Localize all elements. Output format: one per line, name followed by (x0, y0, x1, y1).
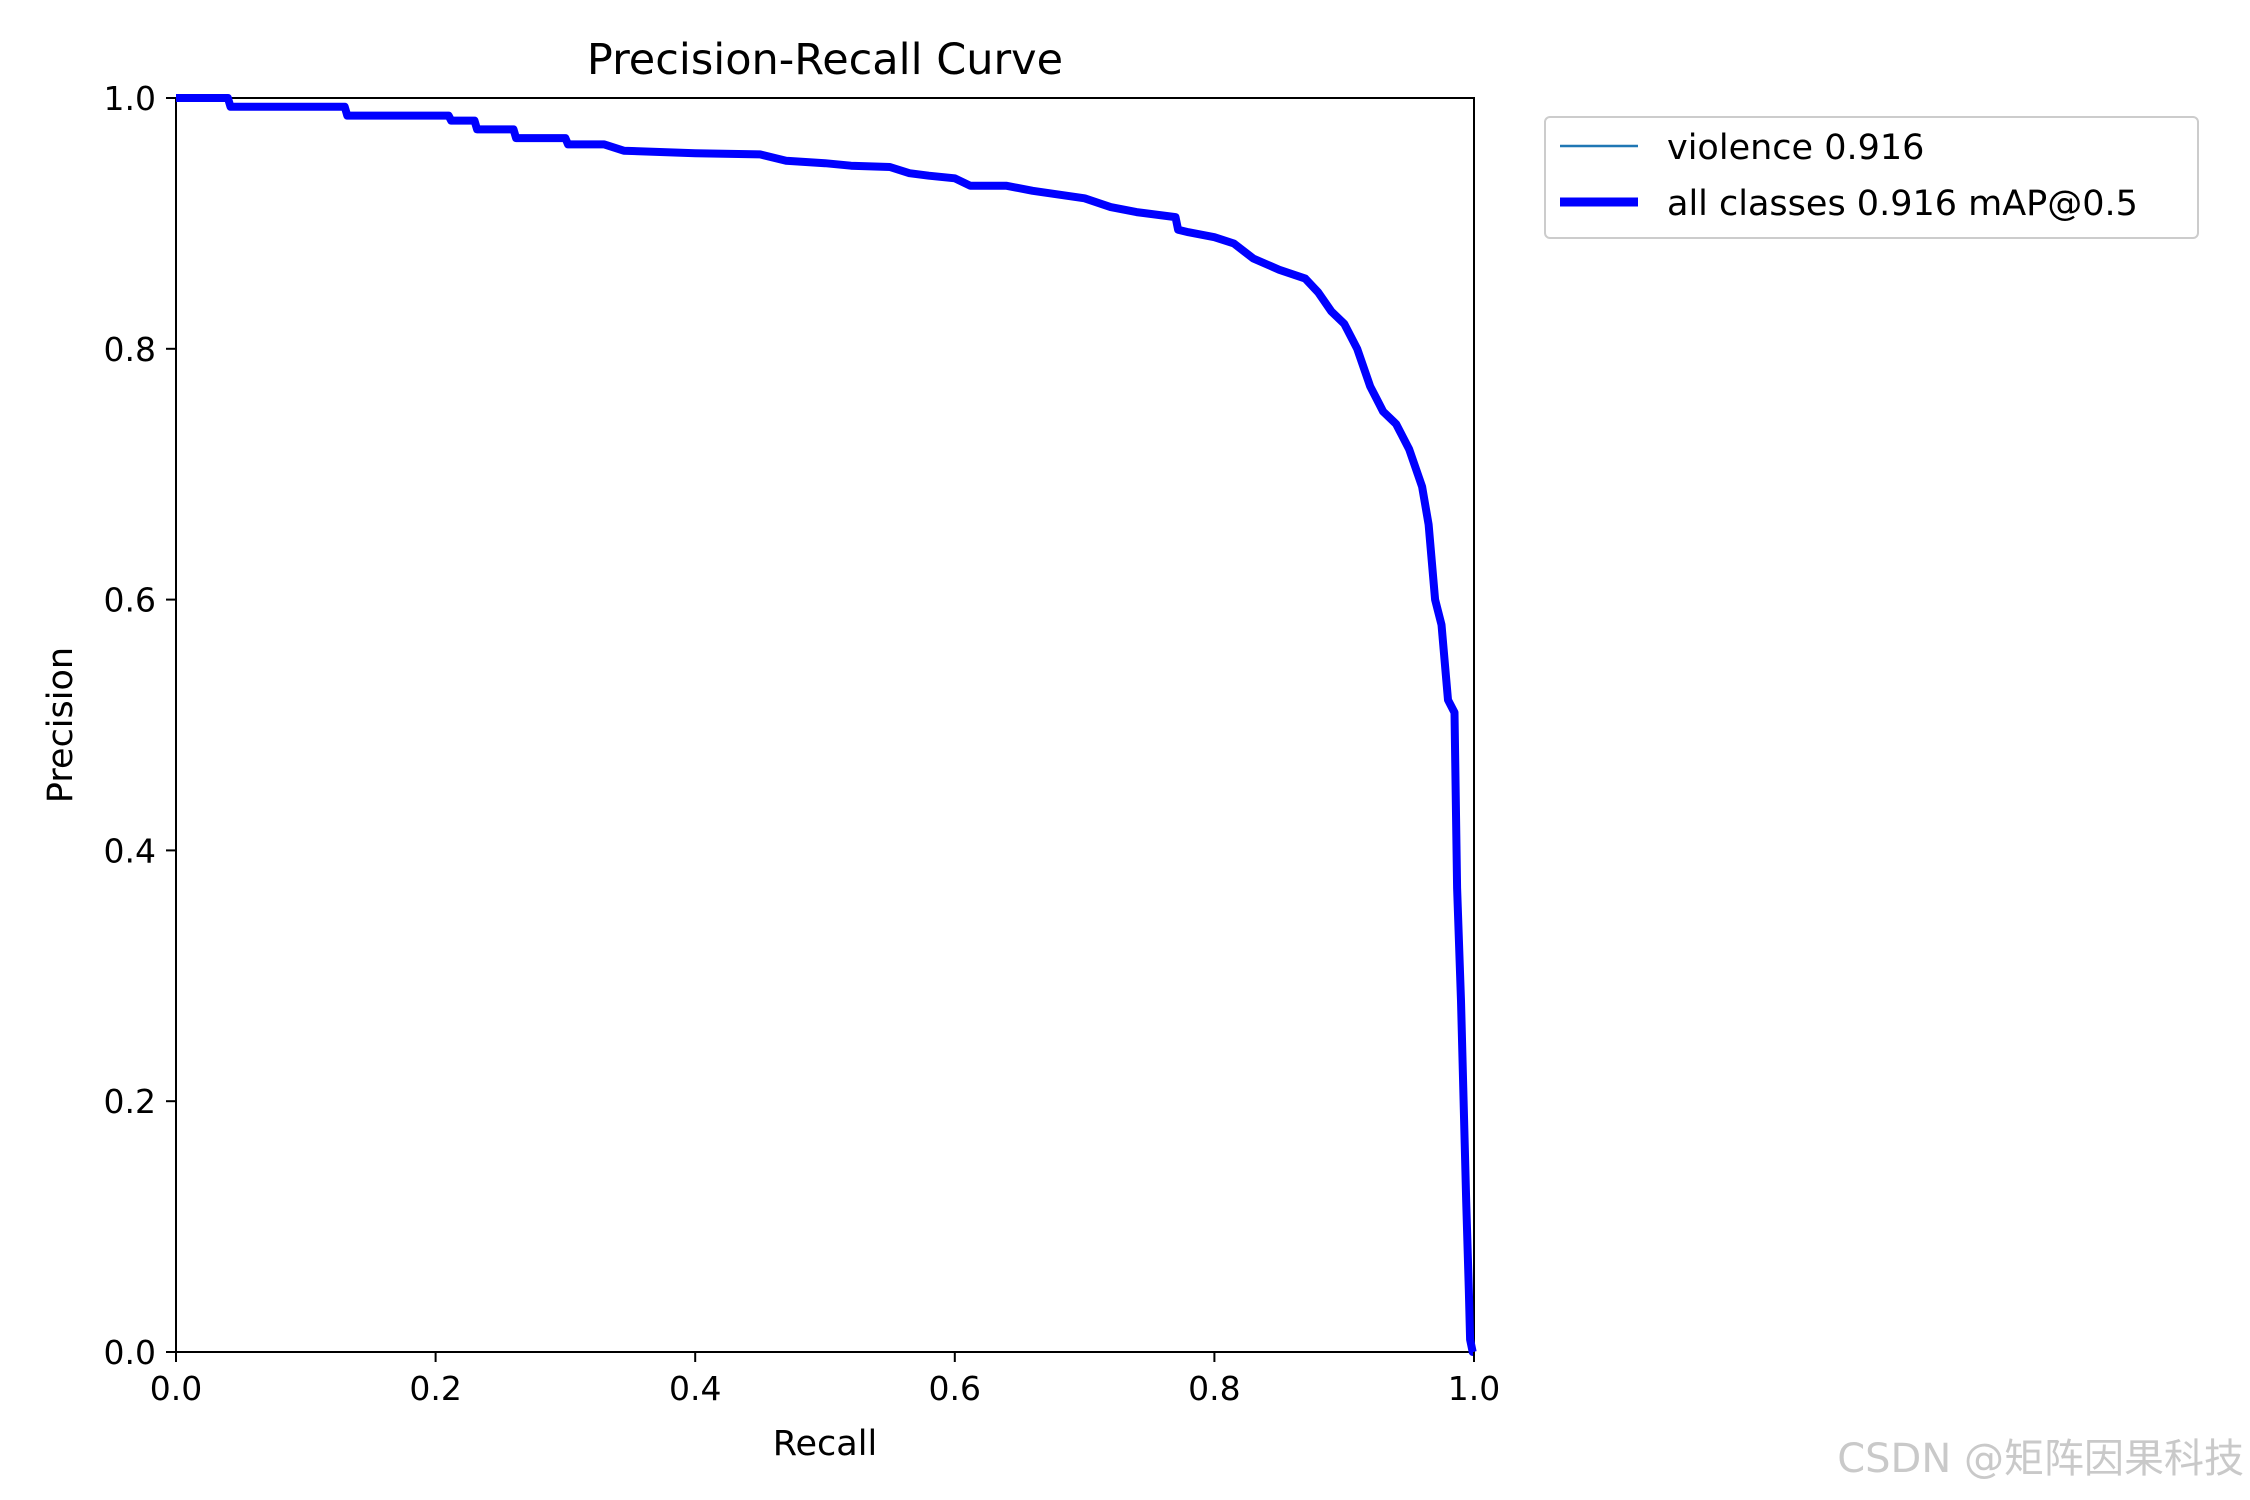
y-tick-label: 0.2 (104, 1082, 156, 1121)
series-layer (176, 94, 1477, 1356)
plot-area (175, 94, 1477, 1356)
x-tick-label: 0.8 (1188, 1369, 1240, 1408)
y-tick-label: 0.0 (104, 1333, 156, 1372)
y-tick-label: 0.8 (104, 330, 156, 369)
plot-frame (175, 97, 1475, 1353)
watermark-text: CSDN @矩阵因果科技 (1837, 1436, 2244, 1482)
x-tick-label: 0.6 (929, 1369, 981, 1408)
x-axis-ticks: 0.0 0.2 0.4 0.6 0.8 1.0 (150, 1352, 1500, 1408)
y-tick-label: 0.4 (104, 831, 156, 870)
y-axis-ticks: 0.0 0.2 0.4 0.6 0.8 1.0 (104, 79, 176, 1372)
legend: violence 0.916 all classes 0.916 mAP@0.5 (1544, 116, 2199, 239)
x-tick-label: 0.2 (409, 1369, 461, 1408)
legend-box (1544, 116, 2199, 239)
y-axis-label: Precision (41, 647, 81, 803)
x-tick-label: 0.0 (150, 1369, 202, 1408)
legend-label-all-classes: all classes 0.916 mAP@0.5 (1667, 184, 2138, 224)
x-tick-label: 0.4 (669, 1369, 721, 1408)
chart-title: Precision-Recall Curve (587, 35, 1063, 85)
series-line-all-classes (176, 94, 1477, 1356)
y-tick-label: 1.0 (104, 79, 156, 118)
legend-label-violence: violence 0.916 (1667, 128, 1924, 168)
y-tick-label: 0.6 (104, 581, 156, 620)
x-axis-label: Recall (773, 1424, 877, 1464)
x-tick-label: 1.0 (1448, 1369, 1500, 1408)
